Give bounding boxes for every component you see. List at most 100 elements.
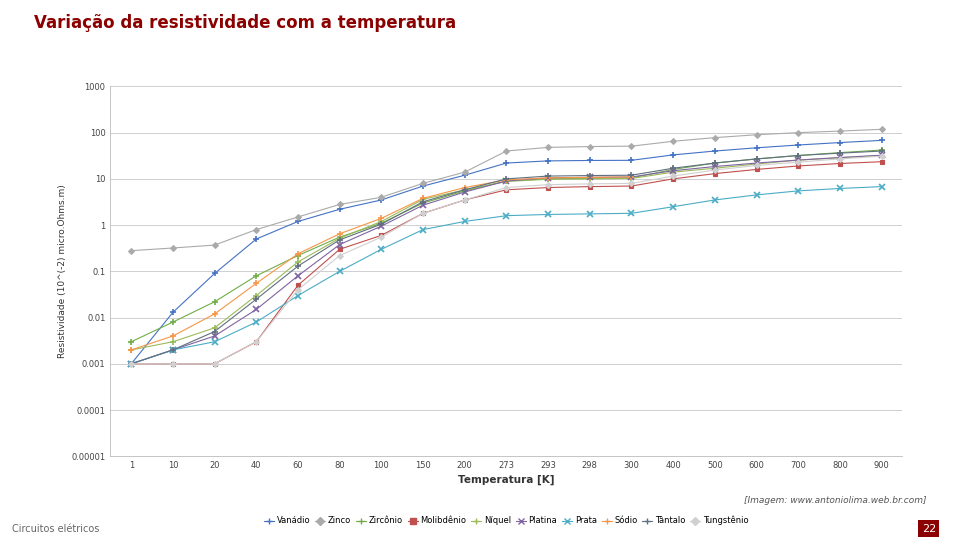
Molibdênio: [501, 187, 513, 193]
Tântalo: [834, 150, 846, 157]
Níquel: [209, 325, 221, 331]
Zinco: [751, 132, 762, 138]
Line: Zinco: Zinco: [130, 127, 883, 253]
Vanádio: [626, 157, 637, 164]
Platina: [334, 241, 346, 248]
Tungstênio: [792, 159, 804, 165]
Tântalo: [501, 176, 513, 182]
Prata: [709, 197, 721, 203]
Tungstênio: [667, 173, 679, 179]
Zinco: [667, 138, 679, 145]
Line: Tungstênio: Tungstênio: [130, 154, 883, 366]
Tungstênio: [251, 339, 262, 345]
Zircônio: [709, 160, 721, 166]
Vanádio: [792, 142, 804, 149]
Molibdênio: [375, 232, 387, 239]
Zircônio: [209, 299, 221, 305]
Zinco: [375, 194, 387, 200]
Tântalo: [584, 172, 595, 179]
Line: Prata: Prata: [128, 183, 885, 367]
Zircônio: [334, 234, 346, 240]
Zinco: [792, 130, 804, 136]
Platina: [251, 306, 262, 313]
Tântalo: [542, 173, 554, 179]
Tungstênio: [584, 180, 595, 187]
Prata: [834, 185, 846, 192]
Platina: [126, 361, 137, 367]
Tântalo: [792, 152, 804, 159]
Níquel: [418, 196, 429, 202]
Zircônio: [375, 220, 387, 226]
Vanádio: [167, 309, 179, 315]
Molibdênio: [834, 160, 846, 167]
Vanádio: [751, 145, 762, 151]
Zinco: [542, 144, 554, 151]
Tungstênio: [876, 153, 887, 159]
Tântalo: [626, 172, 637, 178]
Platina: [584, 174, 595, 180]
Tântalo: [375, 221, 387, 227]
Line: Sódio: Sódio: [128, 173, 635, 353]
Vanádio: [292, 218, 303, 225]
Tântalo: [126, 361, 137, 367]
Prata: [667, 204, 679, 210]
Zircônio: [292, 252, 303, 259]
Tântalo: [251, 296, 262, 302]
Sódio: [209, 310, 221, 317]
Vanádio: [542, 158, 554, 164]
Tungstênio: [334, 252, 346, 259]
Vanádio: [209, 270, 221, 276]
Sódio: [126, 347, 137, 353]
Prata: [334, 268, 346, 274]
Zircônio: [584, 176, 595, 182]
Vanádio: [876, 137, 887, 144]
Molibdênio: [209, 361, 221, 367]
Tântalo: [292, 263, 303, 269]
Zinco: [167, 245, 179, 251]
Zircônio: [418, 200, 429, 206]
Text: 22: 22: [922, 523, 936, 534]
Tântalo: [459, 187, 470, 193]
Molibdênio: [334, 246, 346, 253]
Níquel: [834, 154, 846, 161]
Prata: [501, 212, 513, 219]
Line: Tântalo: Tântalo: [128, 147, 885, 367]
Sódio: [251, 280, 262, 287]
Prata: [459, 218, 470, 225]
Níquel: [501, 178, 513, 185]
Zinco: [876, 126, 887, 132]
Zinco: [418, 180, 429, 187]
Sódio: [459, 184, 470, 191]
Tungstênio: [709, 167, 721, 173]
Tântalo: [709, 160, 721, 166]
Platina: [209, 333, 221, 339]
Legend: Vanádio, Zinco, Zircônio, Molibdênio, Níquel, Platina, Prata, Sódio, Tântalo, Tu: Vanádio, Zinco, Zircônio, Molibdênio, Ní…: [264, 516, 749, 525]
Zinco: [834, 128, 846, 134]
Platina: [792, 157, 804, 163]
Tungstênio: [501, 184, 513, 191]
Zinco: [501, 148, 513, 154]
Níquel: [751, 161, 762, 167]
Platina: [375, 223, 387, 230]
Prata: [542, 211, 554, 218]
Zinco: [709, 134, 721, 141]
Zircônio: [751, 156, 762, 162]
Platina: [709, 163, 721, 170]
Prata: [292, 292, 303, 299]
Molibdênio: [292, 282, 303, 288]
Tungstênio: [292, 287, 303, 293]
Zircônio: [167, 319, 179, 325]
Molibdênio: [459, 197, 470, 203]
Prata: [584, 211, 595, 217]
Molibdênio: [126, 361, 137, 367]
Sódio: [584, 174, 595, 180]
Níquel: [334, 235, 346, 241]
Tungstênio: [167, 361, 179, 367]
Platina: [751, 160, 762, 166]
Prata: [751, 192, 762, 198]
Tungstênio: [834, 156, 846, 162]
Níquel: [292, 259, 303, 265]
Níquel: [667, 169, 679, 176]
Zircônio: [876, 147, 887, 153]
Line: Níquel: Níquel: [128, 152, 885, 353]
